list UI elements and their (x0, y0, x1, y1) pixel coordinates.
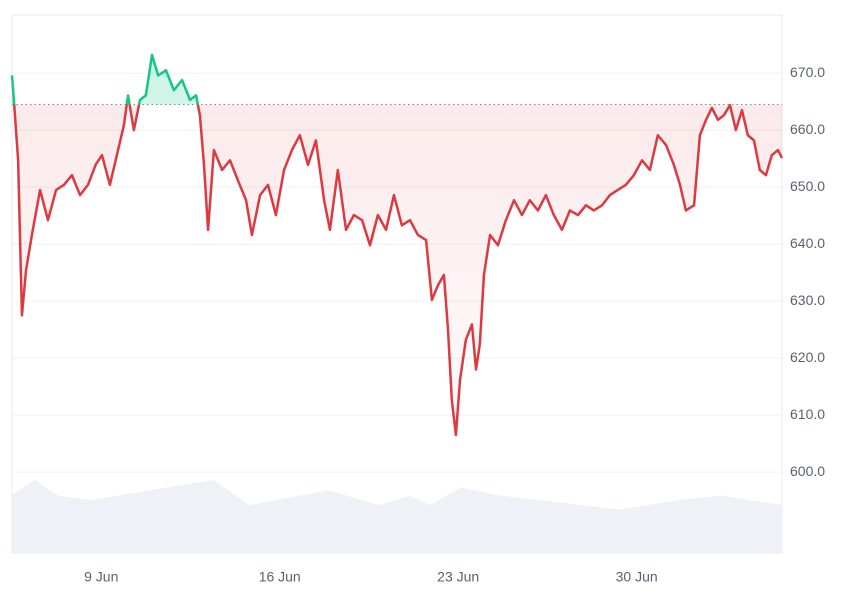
area-above (12, 54, 198, 105)
area-below (12, 104, 782, 436)
y-tick-label: 650.0 (790, 178, 825, 194)
volume-area (12, 480, 782, 553)
y-tick-label: 670.0 (790, 64, 825, 80)
y-tick-label: 640.0 (790, 235, 825, 251)
y-tick-label: 620.0 (790, 349, 825, 365)
x-tick-label: 9 Jun (84, 569, 118, 585)
y-tick-label: 660.0 (790, 121, 825, 137)
price-line-down (12, 104, 784, 437)
x-tick-label: 30 Jun (616, 569, 658, 585)
x-tick-label: 16 Jun (259, 569, 301, 585)
x-tick-label: 23 Jun (437, 569, 479, 585)
y-tick-label: 610.0 (790, 406, 825, 422)
y-tick-label: 630.0 (790, 292, 825, 308)
y-tick-label: 600.0 (790, 463, 825, 479)
